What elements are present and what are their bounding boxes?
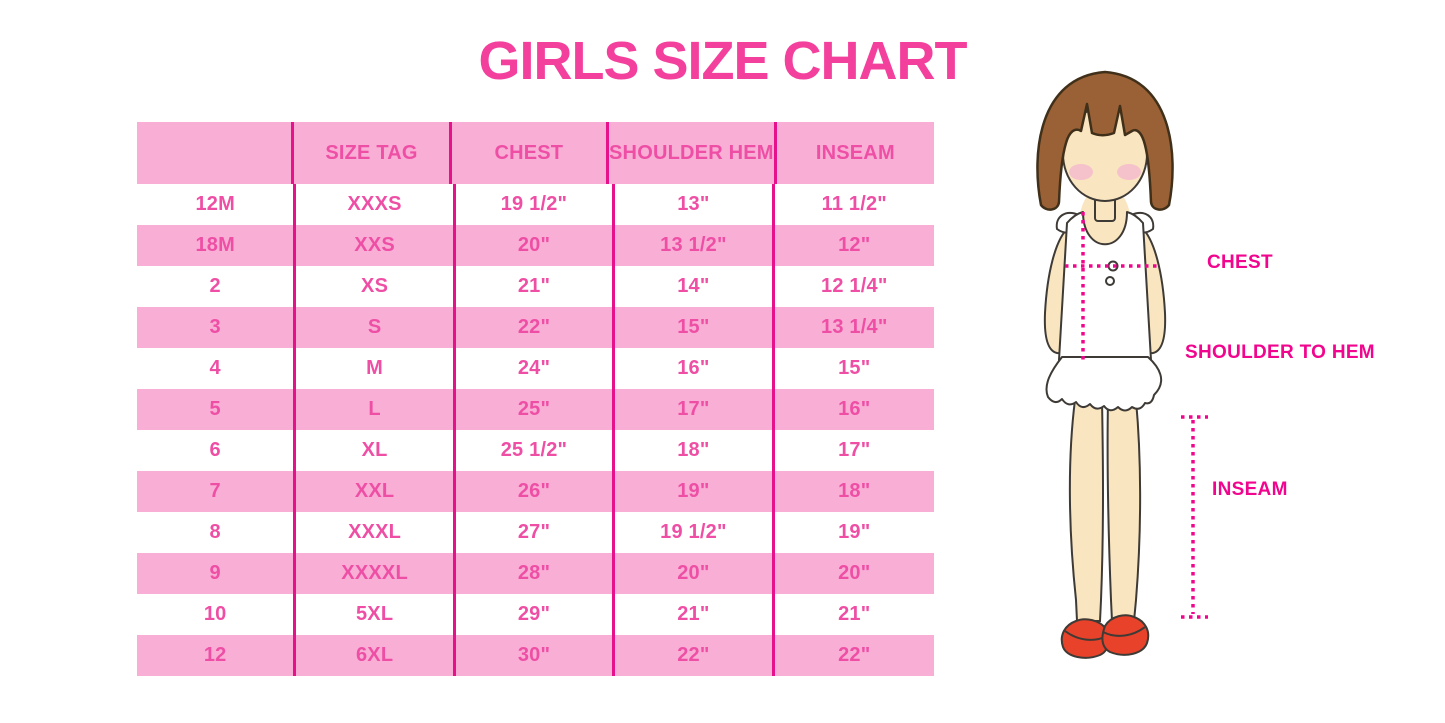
table-cell: 30" <box>456 635 616 676</box>
table-cell: 16" <box>615 348 775 389</box>
table-cell: 21" <box>838 603 871 625</box>
table-row: 18M XXS 20" 13 1/2" 12" <box>137 225 934 266</box>
table-cell: 8 <box>137 512 297 553</box>
page-title: GIRLS SIZE CHART <box>478 31 967 91</box>
table-cell: 5XL <box>296 594 456 635</box>
table-cell: 20" <box>838 562 871 584</box>
table-row: 5 L 25" 17" 16" <box>137 389 934 430</box>
table-cell: 3 <box>137 307 297 348</box>
girl-illustration <box>1036 70 1208 659</box>
table-row: 12 6XL 30" 22" 22" <box>137 635 934 676</box>
table-cell: 20" <box>456 225 616 266</box>
table-cell: 24" <box>456 348 616 389</box>
table-cell: 12M <box>137 184 297 225</box>
table-cell: 7 <box>137 471 297 512</box>
table-cell: 12" <box>838 234 871 256</box>
table-cell: 18" <box>838 480 871 502</box>
girl-right-shoe-strap <box>1102 626 1146 637</box>
table-cell: 17" <box>838 439 871 461</box>
girl-skirt <box>1045 356 1163 412</box>
table-cell: 6XL <box>296 635 456 676</box>
table-cell: 22" <box>456 307 616 348</box>
header-cell <box>137 122 295 184</box>
table-cell: 5 <box>137 389 297 430</box>
table-cell: 22" <box>838 644 871 666</box>
table-cell: 13 1/2" <box>615 225 775 266</box>
girl-right-cheek <box>1117 164 1141 180</box>
table-cell: 12 1/4" <box>821 275 888 297</box>
table-cell: 19" <box>838 521 871 543</box>
table-cell: XXXL <box>296 512 456 553</box>
table-cell: S <box>296 307 456 348</box>
table-cell: 20" <box>615 553 775 594</box>
header-cell: INSEAM <box>815 141 895 164</box>
table-cell: 21" <box>456 266 616 307</box>
table-row: 7 XXL 26" 19" 18" <box>137 471 934 512</box>
table-header-row: SIZE TAG CHEST SHOULDER HEM INSEAM <box>137 122 934 184</box>
table-cell: 18M <box>137 225 297 266</box>
table-cell: 12 <box>137 635 297 676</box>
shoulder-to-hem-label: SHOULDER TO HEM <box>1185 342 1375 363</box>
table-cell: XS <box>296 266 456 307</box>
table-cell: 22" <box>615 635 775 676</box>
table-cell: L <box>296 389 456 430</box>
table-cell: M <box>296 348 456 389</box>
table-row: 12M XXXS 19 1/2" 13" 11 1/2" <box>137 184 934 225</box>
table-cell: 15" <box>615 307 775 348</box>
table-row: 3 S 22" 15" 13 1/4" <box>137 307 934 348</box>
girl-top <box>1058 211 1152 361</box>
table-cell: XXL <box>296 471 456 512</box>
header-cell: CHEST <box>452 122 610 184</box>
table-row: 2 XS 21" 14" 12 1/4" <box>137 266 934 307</box>
girl-top-button-2 <box>1105 276 1115 286</box>
table-row: 9 XXXXL 28" 20" 20" <box>137 553 934 594</box>
table-cell: 28" <box>456 553 616 594</box>
table-cell: 6 <box>137 430 297 471</box>
table-cell: 14" <box>615 266 775 307</box>
table-cell: 18" <box>615 430 775 471</box>
table-cell: 26" <box>456 471 616 512</box>
table-cell: 15" <box>838 357 871 379</box>
header-cell: SHOULDER HEM <box>609 122 777 184</box>
table-row: 10 5XL 29" 21" 21" <box>137 594 934 635</box>
table-cell: 29" <box>456 594 616 635</box>
header-cell: SIZE TAG <box>294 122 452 184</box>
table-cell: 13 1/4" <box>821 316 888 338</box>
table-cell: 19 1/2" <box>456 184 616 225</box>
size-table-body: 12M XXXS 19 1/2" 13" 11 1/2" 18M XXS 20" 13 1/2"… <box>137 184 934 676</box>
inseam-label: INSEAM <box>1212 479 1288 500</box>
table-row: 8 XXXL 27" 19 1/2" 19" <box>137 512 934 553</box>
table-cell: 4 <box>137 348 297 389</box>
table-row: 6 XL 25 1/2" 18" 17" <box>137 430 934 471</box>
chest-label: CHEST <box>1207 252 1273 273</box>
table-cell: 11 1/2" <box>821 193 887 215</box>
table-cell: 10 <box>137 594 297 635</box>
table-cell: 25 1/2" <box>456 430 616 471</box>
table-cell: XXXS <box>296 184 456 225</box>
table-cell: 27" <box>456 512 616 553</box>
table-cell: 17" <box>615 389 775 430</box>
table-cell: 21" <box>615 594 775 635</box>
girl-left-cheek <box>1069 164 1093 180</box>
table-cell: 9 <box>137 553 297 594</box>
table-cell: XXS <box>296 225 456 266</box>
girl-hair <box>1036 70 1174 211</box>
table-cell: 25" <box>456 389 616 430</box>
girl-left-leg <box>1068 399 1104 622</box>
size-table: SIZE TAG CHEST SHOULDER HEM INSEAM 12M XXXS 1… <box>137 122 934 676</box>
table-cell: 13" <box>615 184 775 225</box>
table-cell: 16" <box>838 398 871 420</box>
table-row: 4 M 24" 16" 15" <box>137 348 934 389</box>
girl-right-leg <box>1106 399 1142 622</box>
table-cell: 19 1/2" <box>615 512 775 553</box>
table-cell: 2 <box>137 266 297 307</box>
table-cell: 19" <box>615 471 775 512</box>
table-cell: XL <box>296 430 456 471</box>
table-cell: XXXXL <box>296 553 456 594</box>
